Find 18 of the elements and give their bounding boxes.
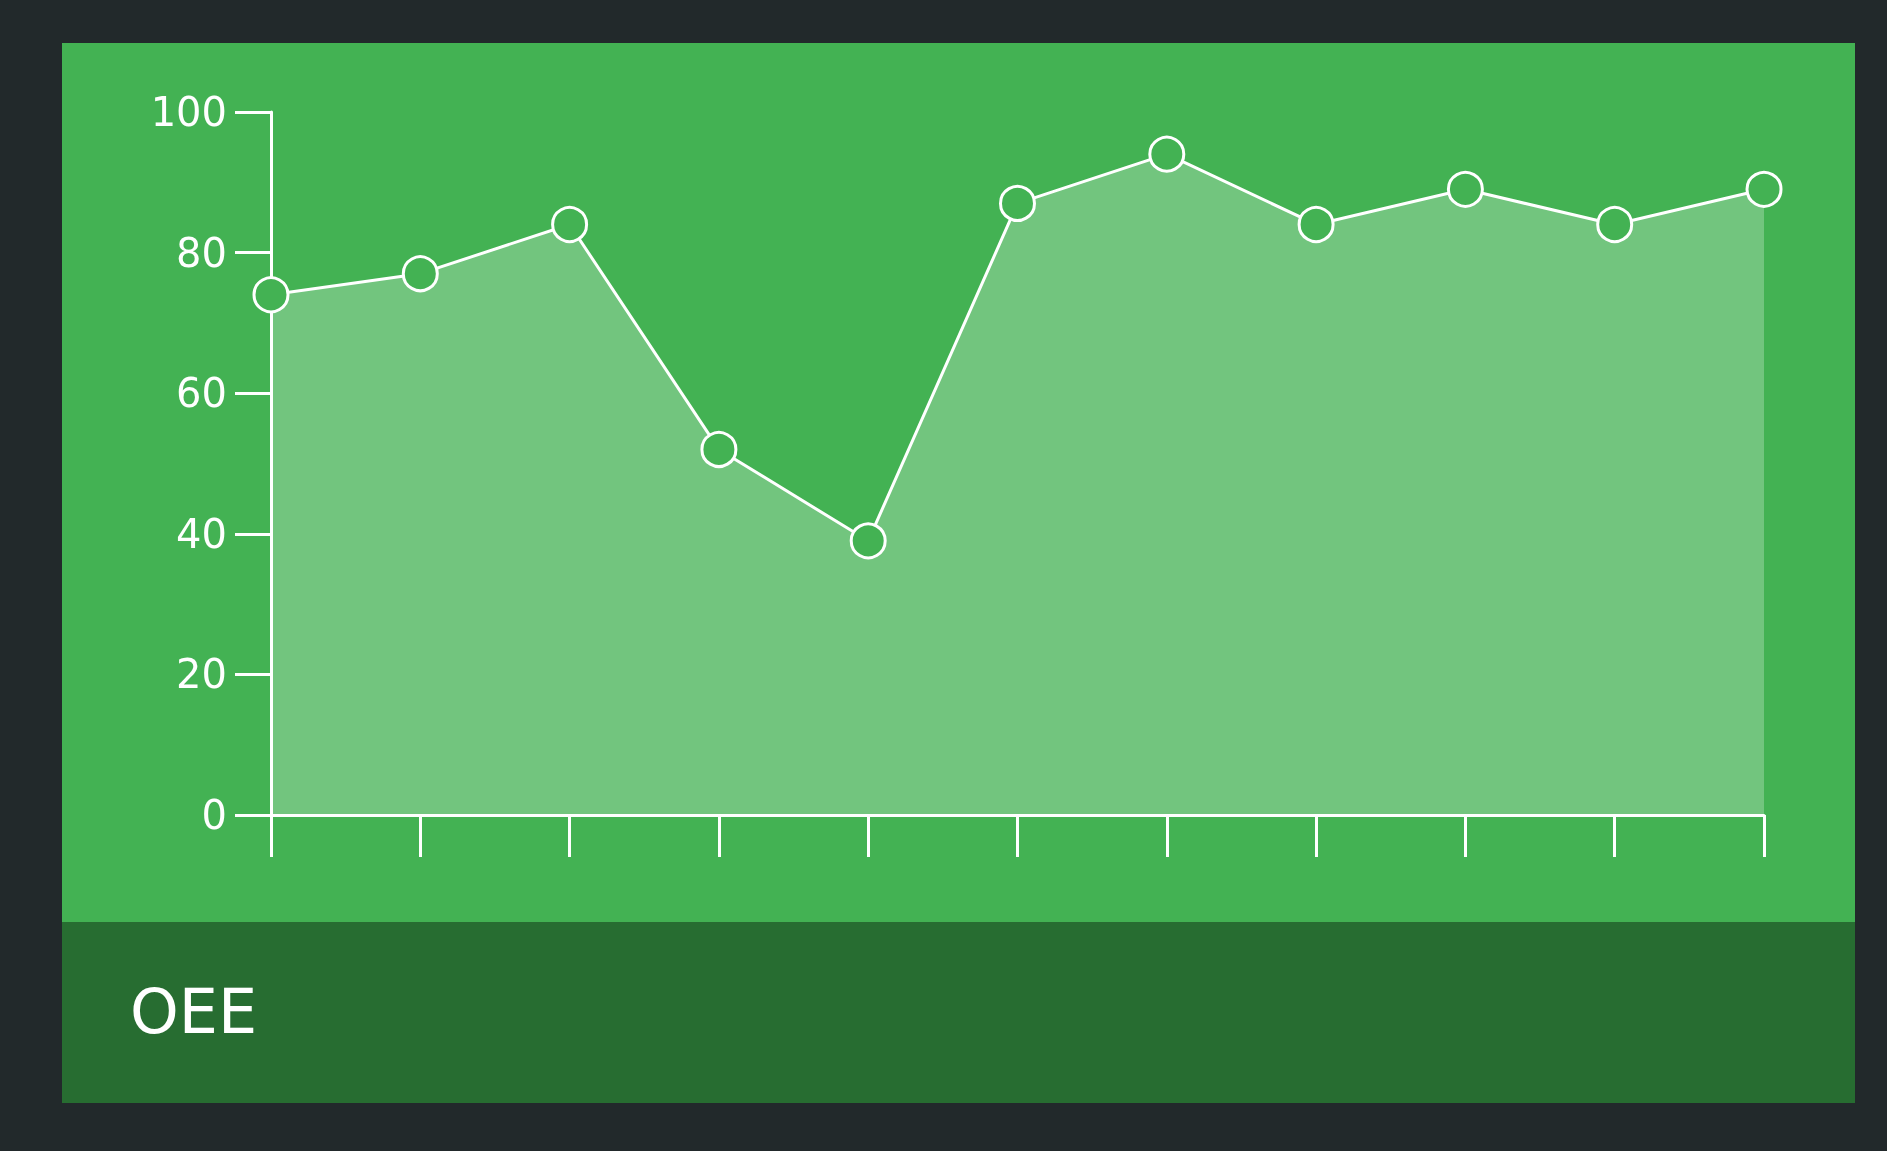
point (252, 276, 290, 314)
point (849, 522, 887, 560)
point (401, 255, 439, 293)
y-tick-label: 20 (176, 651, 227, 698)
point (1148, 135, 1186, 173)
point (1297, 205, 1335, 243)
y-tick-label: 100 (150, 89, 227, 135)
point (551, 205, 589, 243)
y-tick-label: 0 (201, 792, 227, 838)
point (1745, 170, 1783, 208)
point (1446, 170, 1484, 208)
point (999, 184, 1036, 222)
y-tick-label: 60 (176, 370, 227, 417)
y-tick-label: 80 (176, 229, 227, 276)
point (700, 430, 738, 468)
y-tick-label: 40 (176, 510, 227, 557)
text: OEE (130, 974, 258, 1048)
point (1596, 205, 1634, 243)
